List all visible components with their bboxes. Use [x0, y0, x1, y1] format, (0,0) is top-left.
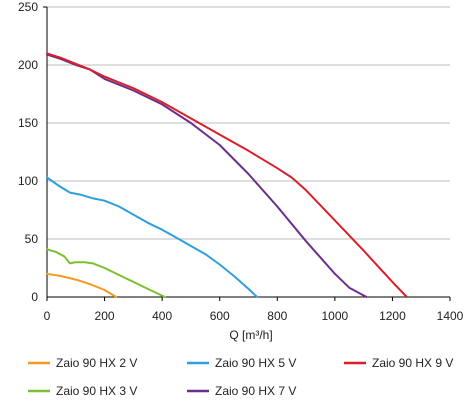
legend-label-3: Zaio 90 HX 7 V [215, 384, 296, 398]
series-lines [46, 52, 408, 298]
x-tick-label-0: 0 [44, 309, 51, 323]
legend-label-2: Zaio 90 HX 5 V [215, 356, 296, 370]
y-tick-label-100: 100 [18, 174, 38, 188]
x-tick-label-800: 800 [267, 309, 287, 323]
y-tick-labels: 0 50 100 150 200 250 [18, 0, 38, 304]
x-tick-label-400: 400 [152, 309, 172, 323]
x-tick-labels: 0 200 400 600 800 1000 1200 1400 [44, 309, 464, 323]
series-line-4 [46, 52, 408, 298]
x-axis-label: Q [m³/h] [229, 328, 272, 342]
legend: Zaio 90 HX 2 V Zaio 90 HX 3 V Zaio 90 HX 5… [28, 356, 453, 398]
y-tick-label-50: 50 [25, 232, 39, 246]
series-line-0 [46, 272, 118, 298]
legend-label-1: Zaio 90 HX 3 V [56, 384, 137, 398]
legend-label-0: Zaio 90 HX 2 V [56, 356, 137, 370]
x-tick-label-1400: 1400 [437, 309, 464, 323]
x-tick-label-1200: 1200 [379, 309, 406, 323]
y-tick-label-0: 0 [31, 290, 38, 304]
series-line-1 [46, 248, 166, 298]
x-tick-label-200: 200 [95, 309, 115, 323]
y-tick-label-200: 200 [18, 58, 38, 72]
x-tick-label-1000: 1000 [322, 309, 349, 323]
axes [43, 6, 451, 301]
legend-label-4: Zaio 90 HX 9 V [372, 356, 453, 370]
grid-lines [47, 6, 450, 240]
y-tick-label-250: 250 [18, 0, 38, 14]
series-line-3 [46, 53, 368, 298]
y-tick-label-150: 150 [18, 116, 38, 130]
series-line-2 [46, 176, 259, 298]
x-tick-label-600: 600 [210, 309, 230, 323]
